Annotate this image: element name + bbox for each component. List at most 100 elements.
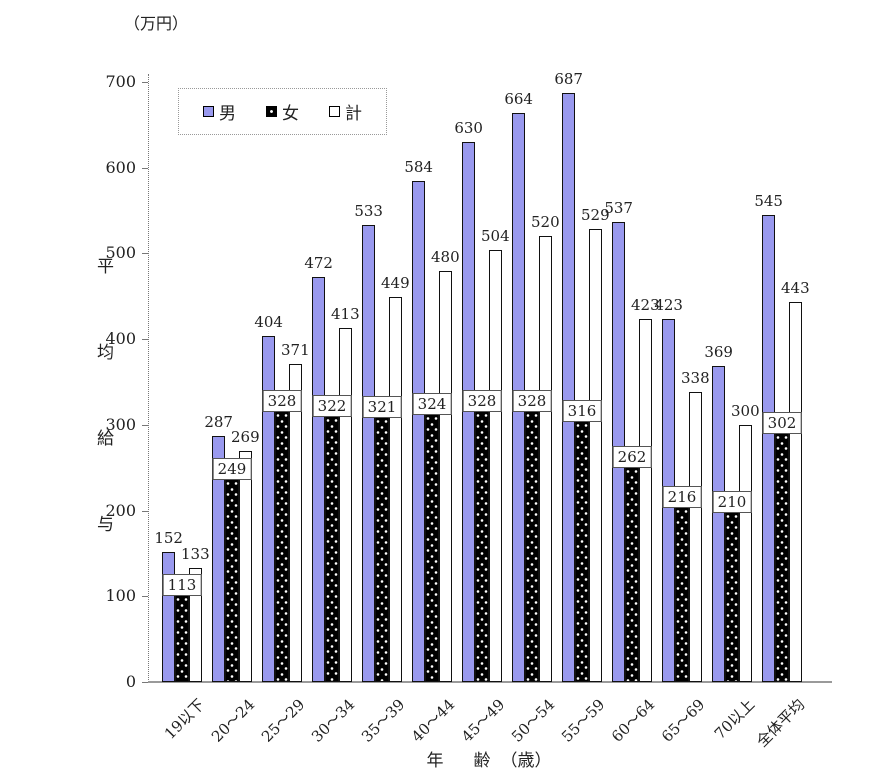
value-label: 249 — [212, 458, 252, 480]
x-category-label: 60〜64 — [607, 695, 659, 746]
value-label: 287 — [204, 413, 233, 431]
legend-item-male: 男 — [203, 99, 236, 124]
y-axis-title-char: 平 — [97, 257, 114, 277]
bar-男-30〜34 — [312, 277, 326, 682]
bar-女-25〜29 — [275, 401, 289, 682]
x-axis-title: 年 齢 （歳） — [148, 746, 830, 771]
value-label: 413 — [330, 305, 360, 323]
bar-計-19以下 — [188, 568, 202, 682]
y-tick-mark — [142, 339, 148, 341]
value-label: 537 — [604, 199, 633, 217]
legend-item-female: 女 — [266, 99, 299, 124]
bar-group-65〜69: 423 216 338 — [654, 82, 710, 682]
value-label: 210 — [712, 491, 752, 513]
x-axis-labels: 19以下 20〜24 25〜29 30〜34 35〜39 40〜44 45〜49 50〜54 5… — [148, 688, 830, 754]
bar-女-全体平均 — [775, 423, 789, 682]
bar-女-55〜59 — [575, 411, 589, 682]
y-tick-label: 500 — [105, 243, 136, 263]
x-category-label: 20〜24 — [207, 695, 259, 746]
bar-slot: 216 — [662, 82, 702, 682]
bar-slot: 504 — [481, 82, 510, 682]
y-axis-title: 平 均 給 与 — [97, 252, 114, 535]
y-tick-mark — [142, 253, 148, 255]
value-label: 664 — [504, 90, 533, 108]
bar-slot: 328 — [512, 82, 552, 682]
bar-slot: 520 — [531, 82, 560, 682]
y-axis-title-char: 与 — [97, 515, 114, 535]
x-category-label: 40〜44 — [407, 695, 459, 746]
bar-slot: 664 — [504, 82, 533, 682]
value-label: 269 — [230, 428, 260, 446]
bar-女-35〜39 — [375, 407, 389, 682]
bar-slot: 369 — [704, 82, 733, 682]
bar-計-35〜39 — [388, 297, 402, 682]
bar-slot: 529 — [581, 82, 610, 682]
y-tick-label: 600 — [105, 157, 136, 177]
value-label: 321 — [362, 396, 402, 418]
value-label: 324 — [412, 393, 452, 415]
bar-slot: 584 — [404, 82, 433, 682]
bar-slot: 404 — [254, 82, 283, 682]
bar-group-50〜54: 664 328 520 — [504, 82, 560, 682]
bar-slot: 545 — [754, 82, 783, 682]
y-tick-mark — [142, 510, 148, 512]
y-tick-label: 200 — [105, 500, 136, 520]
bar-女-40〜44 — [425, 404, 439, 682]
x-category-label: 30〜34 — [307, 695, 359, 746]
male-series-swatch-icon — [203, 106, 214, 117]
bar-計-55〜59 — [588, 229, 602, 682]
bar-男-55〜59 — [562, 93, 576, 682]
value-label: 404 — [254, 313, 283, 331]
y-tick-mark — [142, 682, 148, 683]
bar-男-45〜49 — [462, 142, 476, 682]
bar-slot: 423 — [631, 82, 660, 682]
value-label: 300 — [730, 402, 760, 420]
bar-slot: 262 — [612, 82, 652, 682]
bar-男-70以上 — [712, 366, 726, 682]
value-label: 443 — [780, 279, 810, 297]
y-tick-label: 100 — [105, 586, 136, 606]
value-label: 322 — [312, 395, 352, 417]
value-label: 520 — [530, 213, 560, 231]
bar-group-35〜39: 533 321 449 — [354, 82, 410, 682]
bar-計-25〜29 — [288, 364, 302, 682]
bar-slot: 300 — [731, 82, 760, 682]
x-axis-title-part: 年 — [426, 751, 444, 771]
x-category-label: 19以下 — [160, 695, 209, 743]
bar-slot: 472 — [304, 82, 333, 682]
bar-計-65〜69 — [688, 392, 702, 682]
value-label: 328 — [512, 390, 552, 412]
legend-label-female: 女 — [282, 104, 299, 124]
y-tick-mark — [142, 596, 148, 598]
y-tick-mark — [142, 82, 148, 83]
legend-label-male: 男 — [219, 104, 236, 124]
bar-group-60〜64: 537 262 423 — [604, 82, 660, 682]
female-series-swatch-icon — [266, 106, 277, 117]
x-category-label: 65〜69 — [657, 695, 709, 746]
bar-計-全体平均 — [788, 302, 802, 682]
bar-slot: 449 — [381, 82, 410, 682]
value-label: 449 — [380, 274, 410, 292]
x-axis-title-part: 齢 — [473, 751, 491, 771]
bar-女-60〜64 — [625, 457, 639, 682]
bar-計-30〜34 — [338, 328, 352, 682]
value-label: 328 — [262, 390, 302, 412]
value-label: 316 — [562, 400, 602, 422]
y-tick-label: 300 — [105, 414, 136, 434]
bar-slot: 113 — [162, 82, 202, 682]
bar-group-70以上: 369 210 300 — [704, 82, 760, 682]
value-label: 216 — [662, 486, 702, 508]
x-category-label: 35〜39 — [357, 695, 409, 746]
x-category-label: 全体平均 — [752, 695, 809, 751]
legend-item-total: 計 — [329, 99, 362, 124]
x-category-label: 55〜59 — [557, 695, 609, 746]
y-axis-unit-label: （万円） — [124, 14, 189, 33]
bar-group-20〜24: 287 249 269 — [204, 82, 260, 682]
x-axis-title-part: （歳） — [500, 751, 552, 771]
bar-slot: 324 — [412, 82, 452, 682]
bar-group-40〜44: 584 324 480 — [404, 82, 460, 682]
bar-女-45〜49 — [475, 401, 489, 682]
y-axis-line — [148, 74, 149, 682]
bar-計-60〜64 — [638, 319, 652, 682]
